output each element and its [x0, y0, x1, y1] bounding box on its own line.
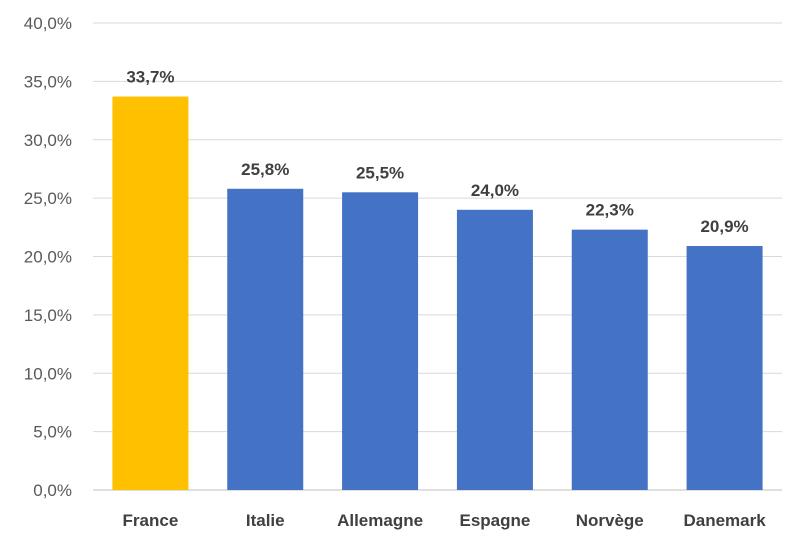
gridlines: [93, 22, 782, 491]
data-label: 25,5%: [356, 163, 404, 182]
y-axis-ticks: 0,0% 5,0% 10,0% 15,0% 20,0% 25,0% 30,0% 35,0% 40…: [24, 14, 72, 500]
bar-norvège: [571, 229, 648, 490]
y-tick-label: 40,0%: [24, 14, 72, 33]
x-axis-categories: France Italie Allemagne Espagne Norvège Danem…: [123, 511, 767, 530]
y-tick-label: 30,0%: [24, 131, 72, 150]
bar-allemagne: [342, 192, 419, 490]
category-label: Danemark: [683, 511, 766, 530]
data-label: 33,7%: [126, 68, 174, 87]
bar-danemark: [686, 245, 763, 490]
bar-espagne: [456, 209, 533, 491]
category-label: Espagne: [459, 511, 530, 530]
y-tick-label: 25,0%: [24, 189, 72, 208]
y-tick-label: 0,0%: [33, 481, 72, 500]
category-label: Allemagne: [337, 511, 423, 530]
category-label: Norvège: [576, 511, 644, 530]
bar-italie: [227, 188, 304, 490]
y-tick-label: 20,0%: [24, 248, 72, 267]
data-label: 25,8%: [241, 160, 289, 179]
bar-france: [112, 96, 189, 491]
y-tick-label: 5,0%: [33, 423, 72, 442]
data-labels: 33,7% 25,8% 25,5% 24,0% 22,3% 20,9%: [126, 68, 748, 236]
y-tick-label: 10,0%: [24, 364, 72, 383]
y-tick-label: 35,0%: [24, 72, 72, 91]
data-label: 24,0%: [471, 181, 519, 200]
data-label: 20,9%: [700, 217, 748, 236]
data-label: 22,3%: [586, 201, 634, 220]
y-tick-label: 15,0%: [24, 306, 72, 325]
category-label: Italie: [246, 511, 285, 530]
bars: [112, 96, 763, 491]
category-label: France: [123, 511, 179, 530]
